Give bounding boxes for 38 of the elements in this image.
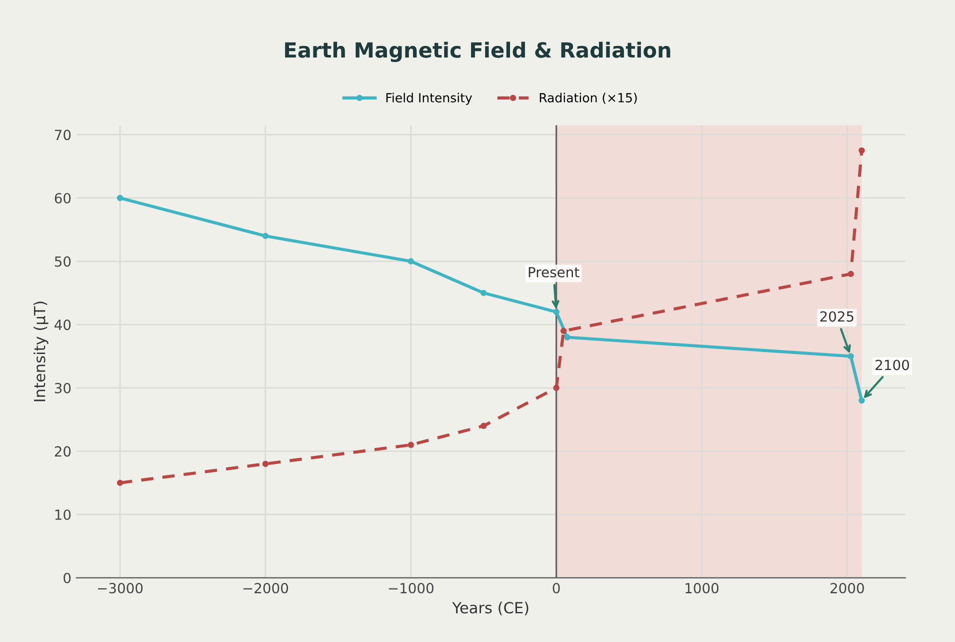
point [553, 384, 560, 392]
y-tick-label: 20 [54, 446, 71, 457]
x-tick-label: 2000 [830, 582, 864, 594]
point [480, 290, 487, 296]
x-tick-label: 1000 [686, 582, 718, 594]
point [560, 328, 567, 334]
x-tick-label: −1000 [388, 582, 434, 594]
point [553, 308, 560, 316]
y-tick-label: 50 [54, 256, 71, 267]
chart-title: Earth Magnetic Field & Radiation [285, 42, 670, 62]
point [116, 194, 124, 202]
annotation: 2025 [820, 311, 854, 322]
x-axis-title: Years (CE) [452, 602, 528, 616]
point [116, 480, 124, 486]
y-tick-label: 40 [54, 320, 71, 330]
point [262, 460, 269, 467]
y-tick-label: 30 [54, 382, 71, 394]
point [858, 147, 865, 154]
x-tick-label: −2000 [243, 582, 288, 594]
annotation: 2100 [876, 360, 910, 370]
y-tick-label: 70 [55, 130, 71, 140]
point [262, 232, 269, 240]
y-tick-label: 60 [54, 192, 71, 204]
point [564, 334, 570, 340]
point [848, 270, 854, 278]
x-tick-label: 0 [552, 582, 560, 594]
y-axis-title: Intensity (µT) [34, 302, 48, 402]
y-tick-label: 10 [55, 509, 71, 520]
point [480, 422, 487, 429]
legend-label: Field Intensity [386, 92, 472, 105]
point [848, 353, 854, 360]
point [408, 258, 414, 264]
annotation: Present [528, 267, 580, 278]
y-tick-label: 0 [64, 572, 71, 584]
legend-label: Radiation (×15) [540, 92, 637, 104]
x-tick-label: −3000 [98, 582, 143, 594]
point [408, 442, 414, 448]
point [858, 397, 865, 404]
